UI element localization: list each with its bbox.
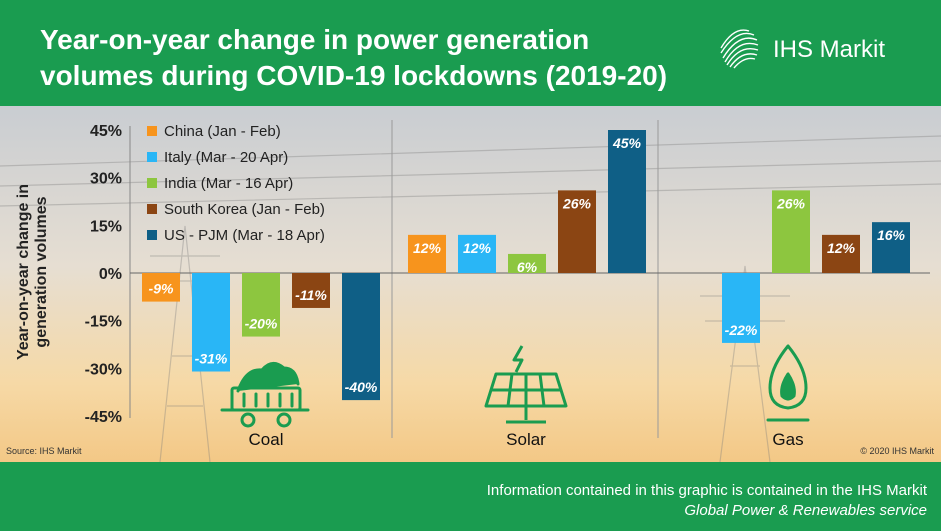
header-banner: Year-on-year change in power generation …: [0, 0, 941, 106]
bar-solar-1: [408, 234, 446, 273]
bar-value-label: -9%: [149, 281, 174, 297]
y-tick-label: 30%: [90, 171, 122, 188]
chart-area: 45% 30% 15% 0% -15% -30% -45% -9% 12% -31% 12% -22…: [0, 106, 941, 462]
y-tick-label: 45%: [90, 123, 122, 140]
bar-gas-4: [822, 234, 860, 273]
background-pylons: [0, 135, 941, 462]
bar-solar-3: [508, 253, 546, 273]
legend: China (Jan - Feb) Italy (Mar - 20 Apr) Ind…: [147, 123, 325, 244]
category-label-solar: Solar: [506, 430, 546, 449]
bar-coal-1: [142, 273, 180, 302]
source-text: Source: IHS Markit: [6, 446, 82, 456]
chart-title-line-1: Year-on-year change in power generation: [40, 24, 590, 55]
copyright-text: © 2020 IHS Markit: [860, 446, 934, 456]
bar-value-label: 6%: [517, 259, 538, 275]
bar-chart: 45% 30% 15% 0% -15% -30% -45% -9% 12% -31% 12% -22…: [0, 120, 941, 462]
bar-value-label: -20%: [245, 316, 278, 332]
footer-line-1: Information contained in this graphic is…: [486, 482, 927, 499]
footer-banner: Information contained in this graphic is…: [0, 462, 941, 531]
legend-entry: India (Mar - 16 Apr): [164, 175, 293, 192]
ihs-markit-logo-icon: [720, 29, 759, 69]
bar-value-label: 12%: [827, 240, 856, 256]
legend-swatch: [147, 178, 157, 188]
legend-entry: China (Jan - Feb): [164, 123, 281, 140]
bar-value-label: -22%: [725, 322, 758, 338]
y-tick-label: 0%: [99, 266, 122, 283]
legend-swatch: [147, 152, 157, 162]
ihs-markit-logo: IHS Markit: [717, 28, 927, 72]
bar-value-label: -40%: [345, 379, 378, 395]
y-axis-label-line-1: Year-on-year change in: [15, 184, 32, 360]
y-axis-label-line-2: generation volumes: [33, 196, 50, 347]
bar-value-label: -11%: [295, 287, 327, 303]
bars: [142, 130, 910, 401]
y-tick-label: 15%: [90, 218, 122, 235]
category-label-coal: Coal: [249, 430, 284, 449]
bar-coal-3: [242, 273, 280, 337]
coal-cart-icon: [220, 362, 310, 428]
bar-gas-5: [872, 222, 910, 273]
bar-solar-5: [608, 130, 646, 273]
category-label-gas: Gas: [772, 430, 803, 449]
bar-value-label: 45%: [612, 135, 642, 151]
bar-value-label: 12%: [463, 240, 492, 256]
y-tick-label: -30%: [85, 361, 122, 378]
logo-text: IHS Markit: [773, 36, 886, 63]
bar-gas-2: [722, 273, 760, 343]
bar-value-label: 16%: [877, 227, 906, 243]
footer-line-2: Global Power & Renewables service: [684, 502, 927, 519]
bar-value-label: 12%: [413, 240, 442, 256]
y-tick-label: -45%: [85, 409, 122, 426]
bar-value-label: -31%: [195, 351, 228, 367]
chart-title-line-2: volumes during COVID-19 lockdowns (2019-…: [40, 60, 668, 91]
legend-entry: US - PJM (Mar - 18 Apr): [164, 227, 325, 244]
bar-coal-5: [342, 273, 380, 401]
bar-coal-4: [292, 273, 330, 308]
solar-panel-icon: [484, 345, 568, 424]
bar-value-labels: -9% 12% -31% 12% -22% -20% 6% 26% -11% 26% 12% -40%…: [149, 135, 906, 395]
bar-value-label: 26%: [562, 195, 592, 211]
legend-swatch: [147, 204, 157, 214]
bar-solar-2: [458, 234, 496, 273]
y-tick-label: -15%: [85, 314, 122, 331]
category-labels: Coal Solar Gas: [249, 430, 804, 449]
legend-swatch: [147, 126, 157, 136]
gas-flame-icon: [766, 344, 810, 422]
bar-coal-2: [192, 273, 230, 372]
legend-swatch: [147, 230, 157, 240]
bar-value-label: 26%: [776, 195, 806, 211]
bar-solar-4: [558, 190, 596, 273]
bar-gas-3: [772, 190, 810, 273]
y-axis-ticks: 45% 30% 15% 0% -15% -30% -45%: [85, 123, 122, 426]
legend-entry: Italy (Mar - 20 Apr): [164, 149, 288, 166]
legend-entry: South Korea (Jan - Feb): [164, 201, 325, 218]
